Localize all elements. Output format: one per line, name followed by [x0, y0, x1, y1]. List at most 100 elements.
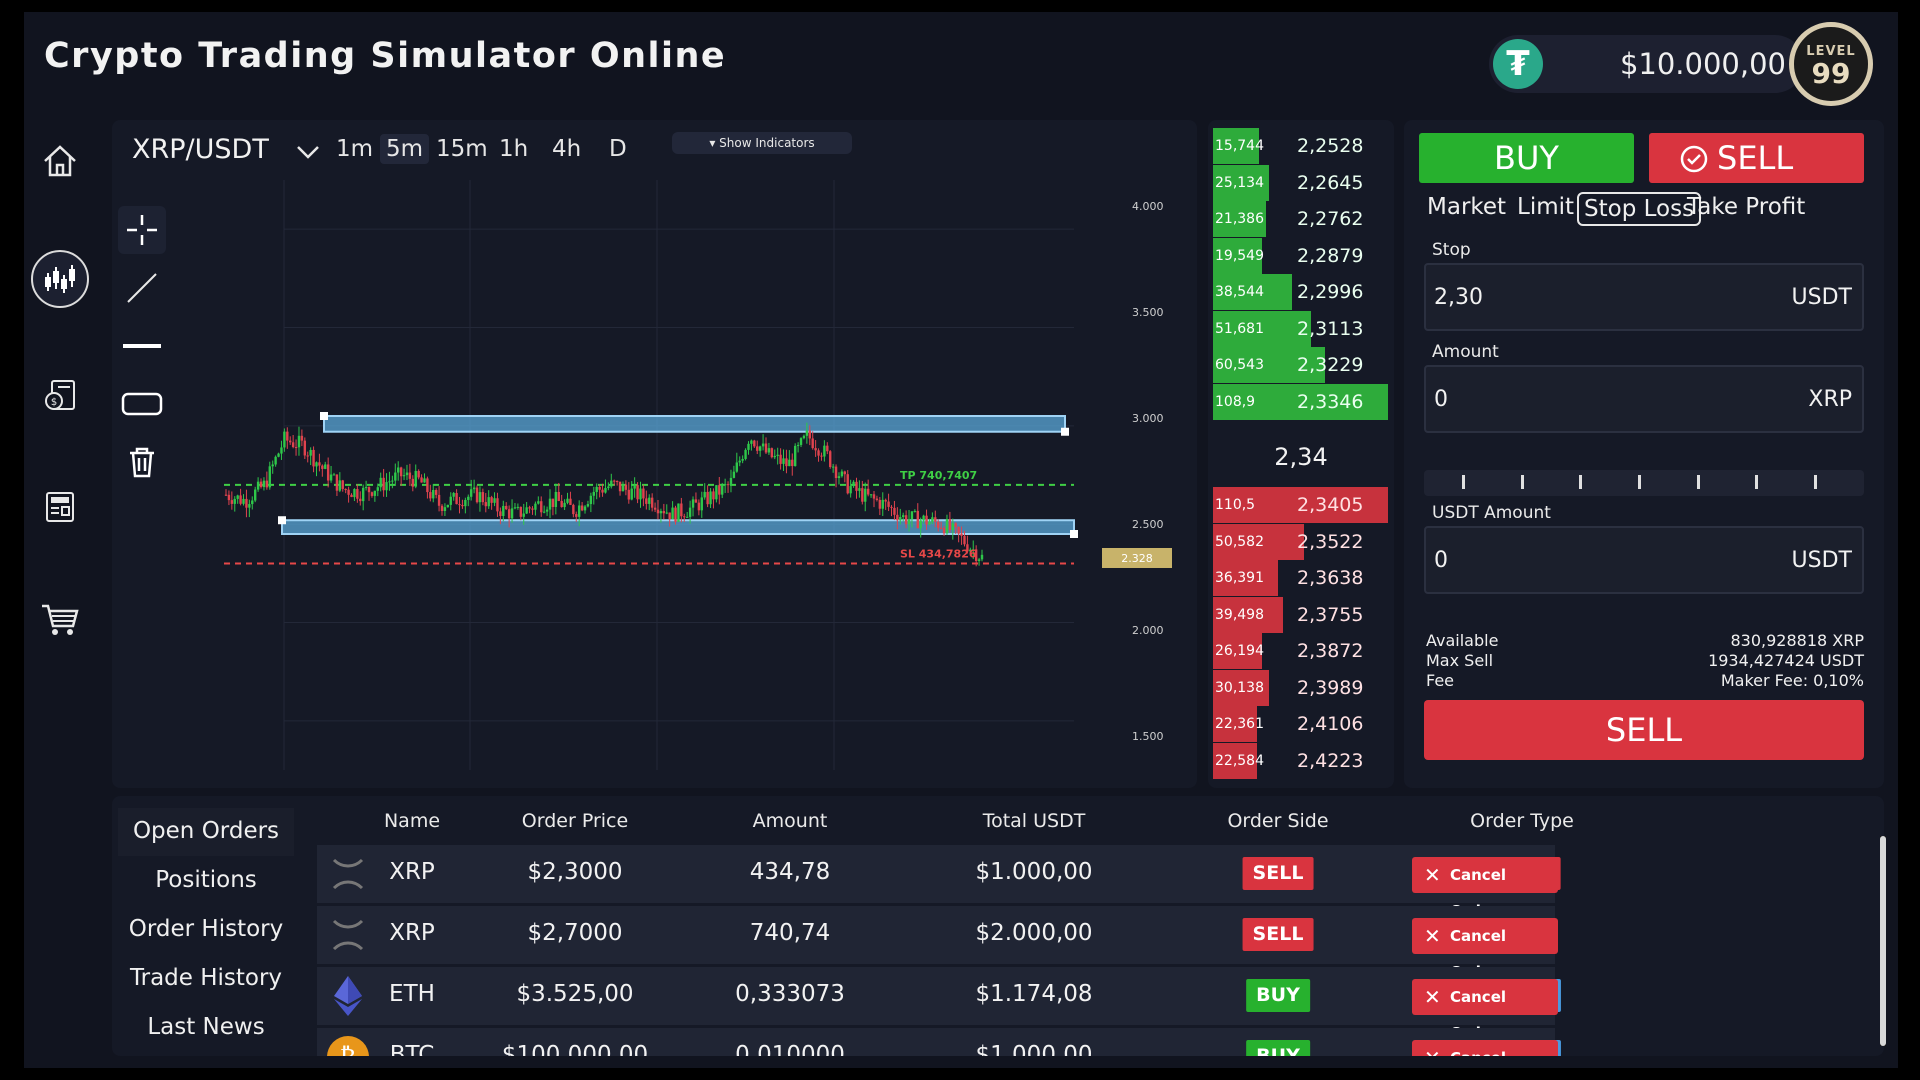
nav-shop[interactable]	[31, 590, 89, 648]
candle-body	[391, 480, 394, 482]
tab-order-history[interactable]: Order History	[118, 906, 294, 954]
amount-label: Amount	[1432, 342, 1499, 362]
price-chart[interactable]: TP 740,7407 SL 434,7826 2.328	[167, 180, 1195, 780]
orderbook-row[interactable]: 22,584 2,4223	[1213, 742, 1388, 779]
candle-body	[969, 549, 972, 552]
orderbook-row[interactable]: 26,194 2,3872	[1213, 633, 1388, 669]
scrollbar-thumb[interactable]	[1880, 836, 1886, 1046]
orderbook-row[interactable]: 36,391 2,3638	[1213, 560, 1388, 596]
candle-body	[627, 489, 631, 500]
candle-body	[875, 498, 879, 500]
candle-body	[683, 516, 686, 518]
cancel-order-button[interactable]: ✕Cancel Order	[1412, 857, 1558, 920]
candle-body	[341, 480, 344, 489]
amount-slider[interactable]	[1424, 470, 1864, 496]
orderbook-row[interactable]: 108,9 2,3346	[1213, 383, 1388, 420]
table-row[interactable]: XRP$2,3000434,78$1.000,00SELLSTOP✕Cancel…	[317, 845, 1561, 920]
timeframe-d[interactable]: D	[609, 136, 627, 162]
orderbook-row[interactable]: 25,134 2,2645	[1213, 164, 1388, 201]
orderbook-row[interactable]: 51,681 2,3113	[1213, 310, 1388, 347]
orderbook-price: 2,3113	[1297, 317, 1364, 340]
candle-body	[916, 510, 919, 529]
tool-rectangle[interactable]	[118, 380, 166, 428]
order-type-take-profit[interactable]: Take Profit	[1687, 194, 1806, 220]
order-type-stop-loss[interactable]: Stop Loss	[1577, 192, 1702, 226]
order-type-limit[interactable]: Limit	[1517, 194, 1575, 220]
check-circle-icon	[1680, 145, 1708, 173]
depth-bar	[1213, 310, 1311, 347]
amount-input[interactable]: 0 XRP	[1424, 365, 1864, 433]
tab-last-news[interactable]: Last News	[118, 1004, 294, 1052]
close-icon: ✕	[1424, 1040, 1441, 1056]
tab-open-orders[interactable]: Open Orders	[118, 808, 294, 856]
usdt-amount-label: USDT Amount	[1432, 503, 1551, 523]
orderbook-row[interactable]: 15,744 2,2528	[1213, 128, 1388, 164]
submit-sell-button[interactable]: SELL	[1424, 700, 1864, 760]
slider-tick	[1697, 475, 1700, 489]
orderbook-row[interactable]: 60,543 2,3229	[1213, 347, 1388, 383]
candle-body	[960, 533, 963, 536]
orderbook-row[interactable]: 50,582 2,3522	[1213, 523, 1388, 560]
cancel-order-button[interactable]: ✕Cancel Order	[1412, 918, 1558, 981]
order-side-badge: SELL	[1242, 918, 1314, 951]
stop-input[interactable]: 2,30 USDT	[1424, 263, 1864, 331]
table-row[interactable]: ETH$3.525,000,333073$1.174,08BUYLIMIT✕Ca…	[317, 967, 1562, 1042]
available-label: Available	[1426, 631, 1499, 650]
tool-delete[interactable]	[118, 438, 166, 486]
candle-body	[315, 462, 318, 467]
col-order-side: Order Side	[1227, 810, 1329, 832]
candle-body	[256, 481, 260, 490]
scrollbar-track[interactable]	[1880, 836, 1886, 1046]
sell-tab-button[interactable]: SELL	[1649, 133, 1864, 183]
cancel-order-button[interactable]: ✕Cancel Order	[1412, 1040, 1558, 1056]
timeframe-1m[interactable]: 1m	[336, 136, 374, 162]
orderbook-row[interactable]: 38,544 2,2996	[1213, 274, 1388, 310]
orderbook-row[interactable]: 21,386 2,2762	[1213, 201, 1388, 237]
usdt-amount-input[interactable]: 0 USDT	[1424, 526, 1864, 594]
orderbook-row[interactable]: 110,5 2,3405	[1213, 487, 1388, 523]
order-total: $1.174,08	[975, 981, 1093, 1007]
candle-body	[297, 435, 301, 448]
level-badge[interactable]: LEVEL 99	[1789, 22, 1873, 106]
current-price-tag: 2.328	[1121, 552, 1153, 565]
orderbook-row[interactable]: 30,138 2,3989	[1213, 669, 1388, 706]
candle-body	[367, 487, 371, 493]
tool-trend-line[interactable]	[118, 264, 166, 312]
nav-wallet[interactable]: $	[31, 366, 89, 424]
timeframe-15m[interactable]: 15m	[436, 136, 488, 162]
candle-body	[913, 510, 917, 512]
timeframe-4h[interactable]: 4h	[552, 136, 582, 162]
buy-tab-button[interactable]: BUY	[1419, 133, 1634, 183]
cancel-order-button[interactable]: ✕Cancel Order	[1412, 979, 1558, 1042]
orderbook-row[interactable]: 22,361 2,4106	[1213, 706, 1388, 742]
nav-trading[interactable]	[31, 250, 89, 308]
orderbook-row[interactable]: 39,498 2,3755	[1213, 596, 1388, 633]
orderbook-row[interactable]: 19,549 2,2879	[1213, 237, 1388, 274]
timeframe-5m[interactable]: 5m	[380, 134, 430, 164]
timeframe-1h[interactable]: 1h	[499, 136, 529, 162]
rectangle-icon	[121, 392, 163, 416]
nav-home[interactable]	[31, 132, 89, 190]
candle-body	[814, 448, 817, 451]
tab-positions[interactable]: Positions	[118, 857, 294, 905]
order-type-market[interactable]: Market	[1427, 194, 1507, 220]
candle-body	[370, 492, 374, 496]
candle-body	[893, 507, 896, 515]
pair-dropdown-chevron-icon[interactable]	[295, 142, 321, 162]
close-icon: ✕	[1424, 863, 1441, 887]
candle-body	[432, 489, 435, 499]
tool-horizontal-line[interactable]	[118, 322, 166, 370]
candle-body	[540, 501, 543, 513]
tool-crosshair[interactable]	[118, 206, 166, 254]
candle-body	[326, 464, 330, 481]
orderbook-qty: 51,681	[1215, 320, 1264, 337]
tab-trade-history[interactable]: Trade History	[118, 955, 294, 1003]
candle-body	[764, 443, 768, 453]
orderbook-qty: 21,386	[1215, 211, 1264, 227]
nav-news[interactable]	[31, 478, 89, 536]
candle-body	[397, 467, 400, 473]
show-indicators-button[interactable]: ▾ Show Indicators	[672, 132, 852, 154]
candle-body	[423, 478, 426, 483]
table-row[interactable]: ₿BTC$100.000,000,010000$1.000,00BUYLIMIT…	[317, 1028, 1562, 1056]
